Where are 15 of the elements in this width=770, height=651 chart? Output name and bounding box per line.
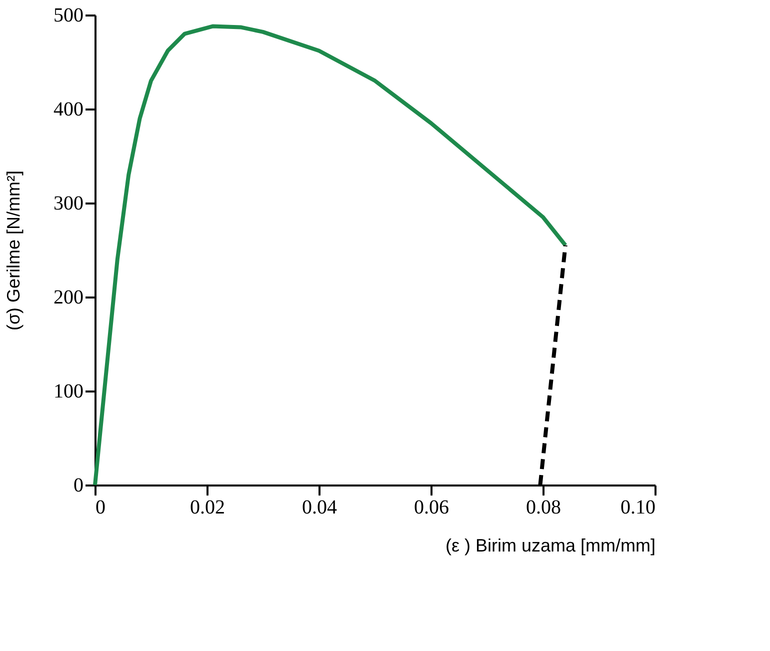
y-tick-label: 300 [54, 192, 84, 214]
x-tick-label: 0 [96, 496, 106, 518]
x-tick-label: 0.04 [302, 496, 337, 518]
x-tick-label: 0.08 [526, 496, 561, 518]
y-tick-label: 500 [54, 4, 84, 26]
y-tick-label: 400 [54, 98, 84, 120]
y-tick-label: 100 [54, 380, 84, 402]
x-tick-label: 0.10 [620, 496, 656, 518]
x-tick-label: 0.02 [190, 496, 225, 518]
x-axis-title: (ε ) Birim uzama [mm/mm] [445, 536, 656, 556]
line-series [93, 24, 568, 487]
x-tick-label: 0.06 [414, 496, 449, 518]
y-tick-label: 0 [74, 474, 84, 496]
y-axis-title: (σ) Gerilme [N/mm²] [4, 170, 24, 331]
y-tick-label: 200 [54, 286, 84, 308]
